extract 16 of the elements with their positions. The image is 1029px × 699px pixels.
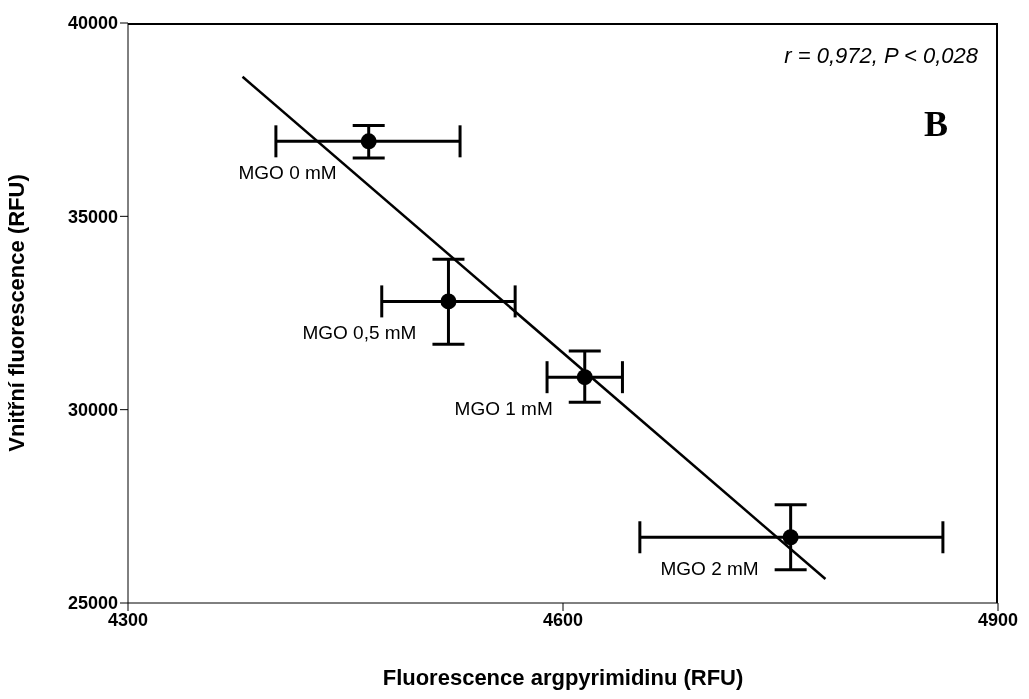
point [360, 133, 377, 150]
y-tick-label: 40000 [67, 13, 118, 34]
y-axis-title: Vnitřní fluorescence (RFU) [3, 174, 29, 452]
annotation: B [923, 103, 948, 145]
annotation: r = 0,972, P < 0,028 [784, 43, 978, 69]
annotation: MGO 0 mM [238, 162, 337, 184]
annotation: MGO 1 mM [454, 398, 553, 420]
x-tick-label: 4900 [977, 609, 1019, 630]
point [440, 293, 457, 310]
x-tick-label: 4600 [542, 609, 584, 630]
point [782, 529, 799, 546]
annotation: MGO 0,5 mM [302, 322, 417, 344]
x-axis-title: Fluorescence argpyrimidinu (RFU) [382, 665, 744, 690]
y-tick-label: 30000 [67, 400, 118, 421]
annotation: MGO 2 mM [660, 558, 759, 580]
y-tick-label: 35000 [67, 206, 118, 227]
